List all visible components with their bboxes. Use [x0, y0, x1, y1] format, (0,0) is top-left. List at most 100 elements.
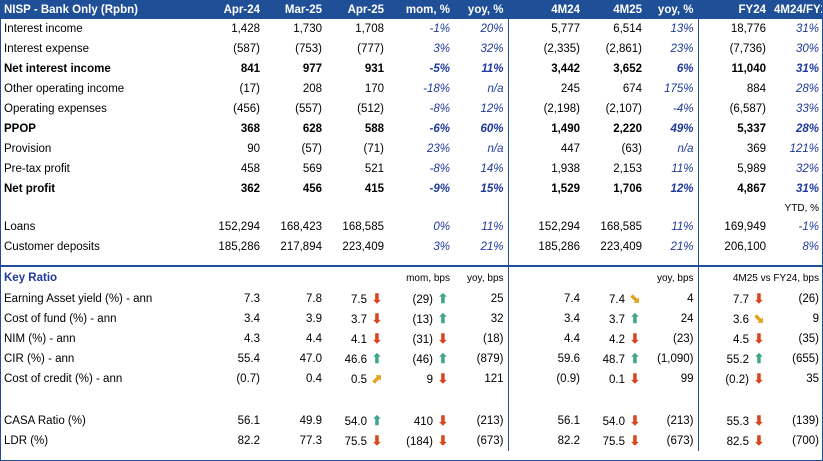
- value-cell: 4.2 ⬇: [609, 331, 641, 346]
- value-cell: 2,153: [613, 163, 642, 175]
- value-cell: 48.7 ⬆: [602, 351, 641, 366]
- spacer-cell: [584, 389, 646, 411]
- trend-arrow-icon: ⬇: [753, 413, 765, 428]
- row-label: Provision: [4, 143, 52, 155]
- spacer-cell: [200, 389, 264, 411]
- value-cell: 1,529: [507, 179, 584, 199]
- value-cell: 28%: [795, 123, 819, 135]
- spacer-cell: [507, 389, 584, 411]
- value-cell: (673): [666, 435, 694, 447]
- value-cell: 5,337: [697, 119, 770, 139]
- header-cell: yoy, %: [454, 0, 508, 19]
- value-cell: (700): [792, 435, 819, 447]
- spacer-cell: 4M25 vs FY24, bps: [697, 265, 823, 289]
- value-cell: -1%: [429, 23, 450, 35]
- value-cell: 24: [680, 313, 694, 325]
- value-cell: (29) ⬆: [412, 291, 449, 306]
- value-cell: 21%: [670, 241, 694, 253]
- header-cell: NISP - Bank Only (Rpbn): [0, 0, 200, 19]
- value-cell: 55.2 ⬆: [697, 349, 770, 369]
- row-label: Net interest income: [4, 63, 111, 75]
- value-cell: (35): [798, 333, 819, 345]
- value-cell: (0.2) ⬇: [697, 369, 770, 389]
- table-row: Operating expenses (456) (557) (512) -8% 12%(…: [0, 99, 823, 119]
- value-cell: 56.1: [237, 415, 260, 427]
- header-cell: 4M24/FY24: [770, 0, 823, 19]
- spacer-cell: yoy, bps: [646, 265, 698, 289]
- value-cell: 47.0: [299, 353, 322, 365]
- value-cell: 32: [490, 313, 504, 325]
- spacer-cell: [326, 257, 388, 266]
- value-cell: 410 ⬇: [413, 413, 449, 428]
- table-row: Other operating income (17) 208 170 -18% n/a 2…: [0, 79, 823, 99]
- value-cell: 168,585: [342, 221, 384, 233]
- value-cell: 1,490: [507, 119, 584, 139]
- header-cell: 4M24: [507, 0, 584, 19]
- value-cell: (184) ⬇: [406, 433, 449, 448]
- value-cell: 11%: [671, 221, 694, 233]
- trend-arrow-icon: ⬆: [629, 311, 641, 326]
- value-cell: 46.6 ⬆: [344, 351, 383, 366]
- value-cell: 20%: [480, 23, 504, 35]
- value-cell: 55.4: [237, 353, 260, 365]
- table-row: Provision 90 (57) (71) 23% n/a 447 (63) n/a 369 12…: [0, 139, 823, 159]
- trend-arrow-icon: ⬇: [371, 311, 383, 326]
- value-cell: (17): [239, 83, 260, 95]
- value-cell: 31%: [795, 23, 819, 35]
- trend-arrow-icon: ⬆: [371, 413, 383, 428]
- spacer-cell: [388, 199, 454, 217]
- value-cell: (71): [363, 143, 384, 155]
- ratio-row: Earning Asset yield (%) - ann 7.3 7.8 7.5 ⬇ (…: [0, 289, 823, 309]
- value-cell: -6%: [429, 123, 450, 135]
- value-cell: 152,294: [507, 217, 584, 237]
- row-label: Cost of credit (%) - ann: [4, 373, 123, 385]
- value-cell: (13) ⬆: [412, 311, 449, 326]
- header-cell: Mar-25: [264, 0, 326, 19]
- value-cell: (7,736): [697, 39, 770, 59]
- spacer-cell: [0, 389, 200, 411]
- trend-arrow-icon: ⬆: [437, 311, 449, 326]
- value-cell: 75.5 ⬇: [602, 433, 641, 448]
- value-cell: n/a: [487, 143, 504, 155]
- trend-arrow-icon: ⬇: [629, 433, 641, 448]
- value-cell: 75.5 ⬇: [344, 433, 383, 448]
- value-cell: 2,220: [613, 123, 642, 135]
- value-cell: 13%: [670, 23, 694, 35]
- ratio-row: NIM (%) - ann 4.3 4.4 4.1 ⬇ (31) ⬇ (18) 4.4 4.2 ⬇(…: [0, 329, 823, 349]
- trend-arrow-icon: ⬇: [753, 433, 765, 448]
- spacer-cell: [507, 199, 584, 217]
- value-cell: n/a: [487, 83, 504, 95]
- trend-arrow-icon: ⬇: [371, 291, 383, 306]
- trend-arrow-icon: ⬇: [371, 433, 383, 448]
- value-cell: 223,409: [600, 241, 642, 253]
- value-cell: 931: [364, 63, 384, 75]
- value-cell: 49%: [670, 123, 694, 135]
- value-cell: 9 ⬇: [426, 371, 449, 386]
- spacer-cell: [0, 199, 200, 217]
- value-cell: 7.8: [306, 293, 322, 305]
- table-row: Net profit 362 456 415 -9% 15% 1,529 1,706 12% 4,…: [0, 179, 823, 199]
- trend-arrow-icon: ⬇: [753, 331, 765, 346]
- row-label: Pre-tax profit: [4, 163, 70, 175]
- spacer-cell: [200, 199, 264, 217]
- value-cell: 60%: [480, 123, 504, 135]
- trend-arrow-icon: ⬊: [629, 291, 641, 306]
- spacer-cell: [264, 257, 326, 266]
- trend-arrow-icon: ⬇: [437, 433, 449, 448]
- value-cell: 152,294: [218, 221, 260, 233]
- trend-arrow-icon: ⬇: [753, 371, 765, 386]
- value-cell: (57): [301, 143, 322, 155]
- value-cell: 15%: [480, 183, 504, 195]
- value-cell: 168,585: [600, 221, 642, 233]
- value-cell: 884: [697, 79, 770, 99]
- key-ratio-header: Key Ratio mom, bps yoy, bps yoy, bps 4M25 vs…: [0, 265, 823, 289]
- row-label: Cost of fund (%) - ann: [4, 313, 117, 325]
- spacer-cell: [646, 199, 698, 217]
- value-cell: 7.4 ⬊: [609, 291, 641, 306]
- spacer-cell: [264, 265, 326, 289]
- value-cell: 7.7 ⬇: [697, 289, 770, 309]
- value-cell: 4,867: [697, 179, 770, 199]
- value-cell: (23): [673, 333, 694, 345]
- spacer-cell: [584, 265, 646, 289]
